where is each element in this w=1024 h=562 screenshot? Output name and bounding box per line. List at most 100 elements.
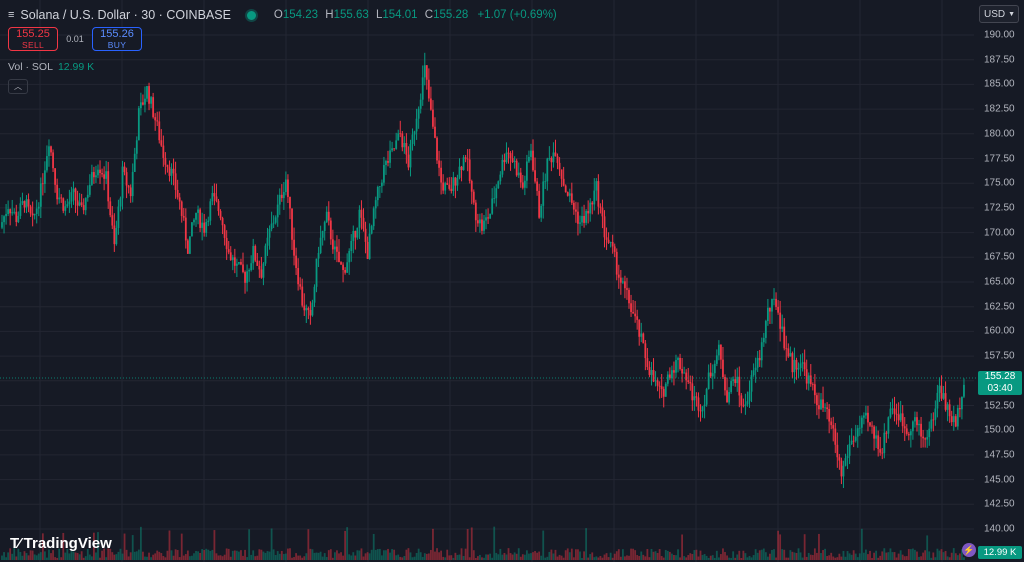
volume-bar [407,548,410,560]
volume-bar [31,550,34,560]
candle-body [170,168,173,176]
volume-bar [677,549,679,560]
volume-bar [711,555,714,560]
volume-bar [331,557,334,560]
candle-body [940,385,943,399]
volume-bar [842,550,845,560]
volume-bar [503,552,506,560]
candle-body [9,209,12,214]
volume-bar [668,551,671,560]
candle-body [562,178,565,186]
volume-bar [789,550,792,560]
candle-body [895,413,898,415]
candle-body [830,421,833,426]
volume-bar [832,556,835,560]
volume-bar [760,549,763,560]
volume-bar [338,553,340,560]
volume-bar [174,549,177,560]
volume-bar [709,555,712,560]
collapse-legend-button[interactable]: ︿ [8,79,28,94]
candle-body [593,190,596,205]
volume-bar [856,557,859,560]
volume-bar [133,551,136,560]
volume-bar [442,556,445,560]
volume-bar [321,556,324,560]
volume-bar [15,556,18,560]
candle-body [156,120,159,122]
volume-bar [399,556,402,560]
currency-select[interactable]: USD ▼ [979,5,1019,23]
chart-grid [0,0,974,562]
candle-body [854,436,857,441]
bar-countdown: 03:40 [987,383,1013,395]
hamburger-icon[interactable]: ≡ [8,9,15,21]
volume-bar [454,552,457,560]
candle-body [270,223,273,229]
candle-body [250,263,253,271]
volume-bar [544,557,547,560]
chevron-up-icon: ︿ [14,82,22,91]
lightning-icon[interactable]: ⚡ [962,543,976,557]
candle-body [299,284,302,287]
candle-body [926,437,929,440]
candle-body [914,417,916,422]
candle-body [340,262,342,265]
volume-bar [256,555,259,560]
volume-bar [497,554,500,560]
volume-bar [728,557,730,560]
candle-body [542,181,545,206]
candle-body [534,170,536,182]
candle-body [856,428,859,437]
volume-bar [603,554,606,560]
volume-bar [58,548,61,560]
candle-body [848,444,851,456]
volume-bar [472,550,475,560]
price-axis-tick: 187.50 [984,54,1015,66]
candle-body [219,211,222,219]
volume-bar [244,549,246,560]
volume-bar [158,551,161,560]
volume-bar [879,555,882,560]
volume-legend[interactable]: Vol · SOL 12.99 K [8,61,94,73]
candle-body [231,257,234,261]
volume-bar [893,552,896,560]
candle-body [517,172,520,176]
volume-bar [542,530,545,560]
candle-body [887,417,890,434]
change-value: +1.07 (+0.69%) [477,9,557,21]
sell-button[interactable]: 155.25 SELL [8,27,58,51]
volume-bar [366,552,369,560]
volume-bar [489,553,492,560]
volume-bar [307,529,310,560]
volume-bar [791,551,794,560]
volume-bar [801,557,804,560]
volume-bar [628,555,630,560]
volume-bar [70,550,73,560]
candle-body [84,197,87,211]
symbol-title[interactable]: Solana / U.S. Dollar · 30 · COINBASE [20,8,231,22]
candle-body [934,408,937,420]
volume-bar [691,554,694,560]
candle-body [691,383,694,401]
candle-body [278,194,281,205]
tradingview-logo[interactable]: T⁄ TradingView [10,535,112,552]
candle-body [387,161,389,163]
candle-body [432,109,434,127]
volume-bar [387,548,389,560]
candle-body [362,217,365,229]
candle-body [127,185,130,188]
volume-bar [501,554,504,560]
candle-body [248,270,251,272]
buy-button[interactable]: 155.26 BUY [92,27,142,51]
volume-bar [340,552,342,560]
candle-body [642,333,645,344]
volume-bar [822,550,824,560]
volume-bar [575,549,577,560]
candle-body [658,385,661,387]
candle-body [799,363,802,369]
volume-bar [697,556,700,560]
candle-body [41,183,44,185]
candle-body [197,209,199,213]
candle-body [193,219,195,223]
